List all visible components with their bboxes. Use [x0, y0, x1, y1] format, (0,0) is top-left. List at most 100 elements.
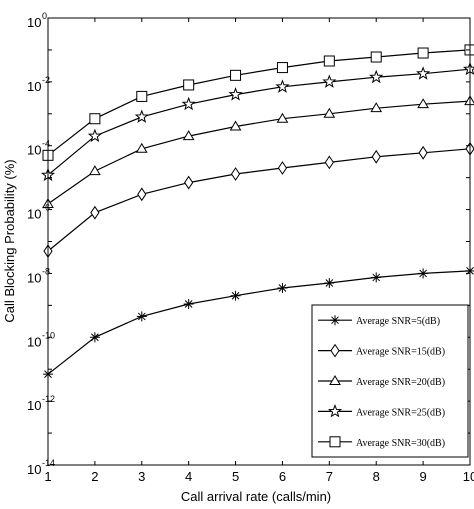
- square-marker: [89, 113, 101, 125]
- x-tick-label: 9: [419, 469, 426, 484]
- diamond-marker: [137, 187, 147, 202]
- asterisk-marker: [89, 332, 100, 343]
- star-marker: [275, 79, 290, 93]
- series-line: [47, 100, 471, 205]
- square-marker: [323, 55, 335, 67]
- star-marker: [462, 61, 474, 76]
- diamond-marker: [324, 155, 334, 170]
- square-marker: [230, 69, 242, 81]
- y-tick-base: 10: [27, 143, 41, 158]
- star-marker: [369, 69, 384, 84]
- y-tick-base: 10: [27, 15, 41, 30]
- series-line: [47, 270, 471, 375]
- y-tick-exponent: -6: [42, 203, 50, 213]
- square-marker: [370, 51, 382, 63]
- y-tick-base: 10: [27, 207, 41, 222]
- triangle-marker: [329, 375, 341, 385]
- legend-entry: Average SNR=30(dB): [318, 436, 445, 449]
- y-axis-label: Call Blocking Probability (%): [2, 159, 17, 322]
- series-triangle: [42, 95, 474, 208]
- y-tick-exponent: -8: [42, 266, 50, 276]
- diamond-marker: [418, 145, 428, 160]
- triangle-marker: [89, 165, 101, 176]
- plot-content: [40, 44, 474, 380]
- triangle-marker: [417, 98, 429, 109]
- legend-label: Average SNR=5(dB): [356, 316, 440, 327]
- x-tick-label: 4: [185, 469, 192, 484]
- x-tick-label: 3: [138, 469, 145, 484]
- legend-entry: Average SNR=25(dB): [318, 403, 445, 418]
- star-marker: [87, 128, 102, 143]
- y-tick-label: 10 -2: [27, 75, 50, 94]
- asterisk-marker: [418, 268, 429, 279]
- series-line: [47, 49, 471, 156]
- y-tick-base: 10: [27, 270, 41, 285]
- diamond-marker: [230, 167, 241, 181]
- y-tick-label: 10 -6: [27, 203, 50, 222]
- x-tick-label: 5: [232, 469, 239, 484]
- legend-label: Average SNR=25(dB): [356, 407, 445, 418]
- diamond-marker: [184, 175, 194, 190]
- y-tick-exponent: -10: [42, 330, 55, 340]
- y-tick-exponent: -2: [42, 75, 50, 85]
- y-tick-label: 10 -4: [27, 139, 50, 158]
- x-axis-label: Call arrival rate (calls/min): [181, 489, 331, 504]
- square-marker: [276, 62, 288, 74]
- diamond-marker: [330, 343, 340, 358]
- y-tick-label: 10 -8: [27, 266, 50, 285]
- square-marker: [417, 47, 429, 59]
- y-tick-exponent: 0: [42, 11, 47, 21]
- legend-entry: Average SNR=15(dB): [318, 343, 445, 358]
- triangle-marker: [229, 120, 242, 131]
- y-tick-base: 10: [27, 79, 41, 94]
- diamond-marker: [90, 205, 100, 220]
- asterisk-marker: [183, 299, 194, 310]
- legend-label: Average SNR=30(dB): [356, 438, 445, 449]
- asterisk-marker: [371, 272, 382, 283]
- legend-label: Average SNR=20(dB): [356, 377, 445, 388]
- triangle-marker: [135, 142, 148, 153]
- legend-entry: Average SNR=20(dB): [318, 375, 445, 388]
- triangle-marker: [323, 107, 336, 118]
- asterisk-marker: [277, 282, 288, 293]
- diamond-marker: [371, 149, 381, 164]
- diamond-marker: [277, 161, 288, 175]
- star-marker: [327, 403, 343, 418]
- series-line: [47, 68, 471, 176]
- x-tick-label: 10: [463, 469, 474, 484]
- star-marker: [416, 66, 431, 80]
- series-star: [40, 61, 474, 182]
- y-tick-exponent: -4: [42, 139, 50, 149]
- star-marker: [228, 87, 243, 101]
- legend-label: Average SNR=15(dB): [356, 347, 445, 358]
- y-tick-label: 10 -10: [27, 330, 55, 349]
- y-tick-label: 10 0: [27, 11, 47, 30]
- series-line: [47, 148, 471, 252]
- y-tick-base: 10: [27, 462, 41, 477]
- y-tick-label: 10 -12: [27, 394, 55, 413]
- y-tick-base: 10: [27, 334, 41, 349]
- series-diamond: [43, 141, 474, 259]
- y-tick-exponent: -14: [42, 458, 55, 468]
- y-tick-label: 10 -14: [27, 458, 55, 477]
- legend: Average SNR=5(dB) Average SNR=15(dB) Avera…: [311, 304, 469, 458]
- y-tick-base: 10: [27, 398, 41, 413]
- square-marker: [183, 79, 195, 91]
- triangle-marker: [370, 102, 383, 113]
- legend-entry: Average SNR=5(dB): [318, 315, 440, 327]
- x-tick-label: 8: [373, 469, 380, 484]
- asterisk-marker: [136, 311, 147, 322]
- x-tick-label: 2: [91, 469, 98, 484]
- asterisk-marker: [230, 290, 241, 301]
- star-marker: [181, 96, 196, 111]
- triangle-marker: [276, 112, 289, 123]
- x-tick-label: 1: [44, 469, 51, 484]
- star-marker: [322, 74, 337, 88]
- series-square: [42, 44, 474, 161]
- star-marker: [134, 109, 149, 123]
- x-tick-label: 6: [279, 469, 286, 484]
- square-marker: [329, 436, 341, 448]
- y-tick-exponent: -12: [42, 394, 55, 404]
